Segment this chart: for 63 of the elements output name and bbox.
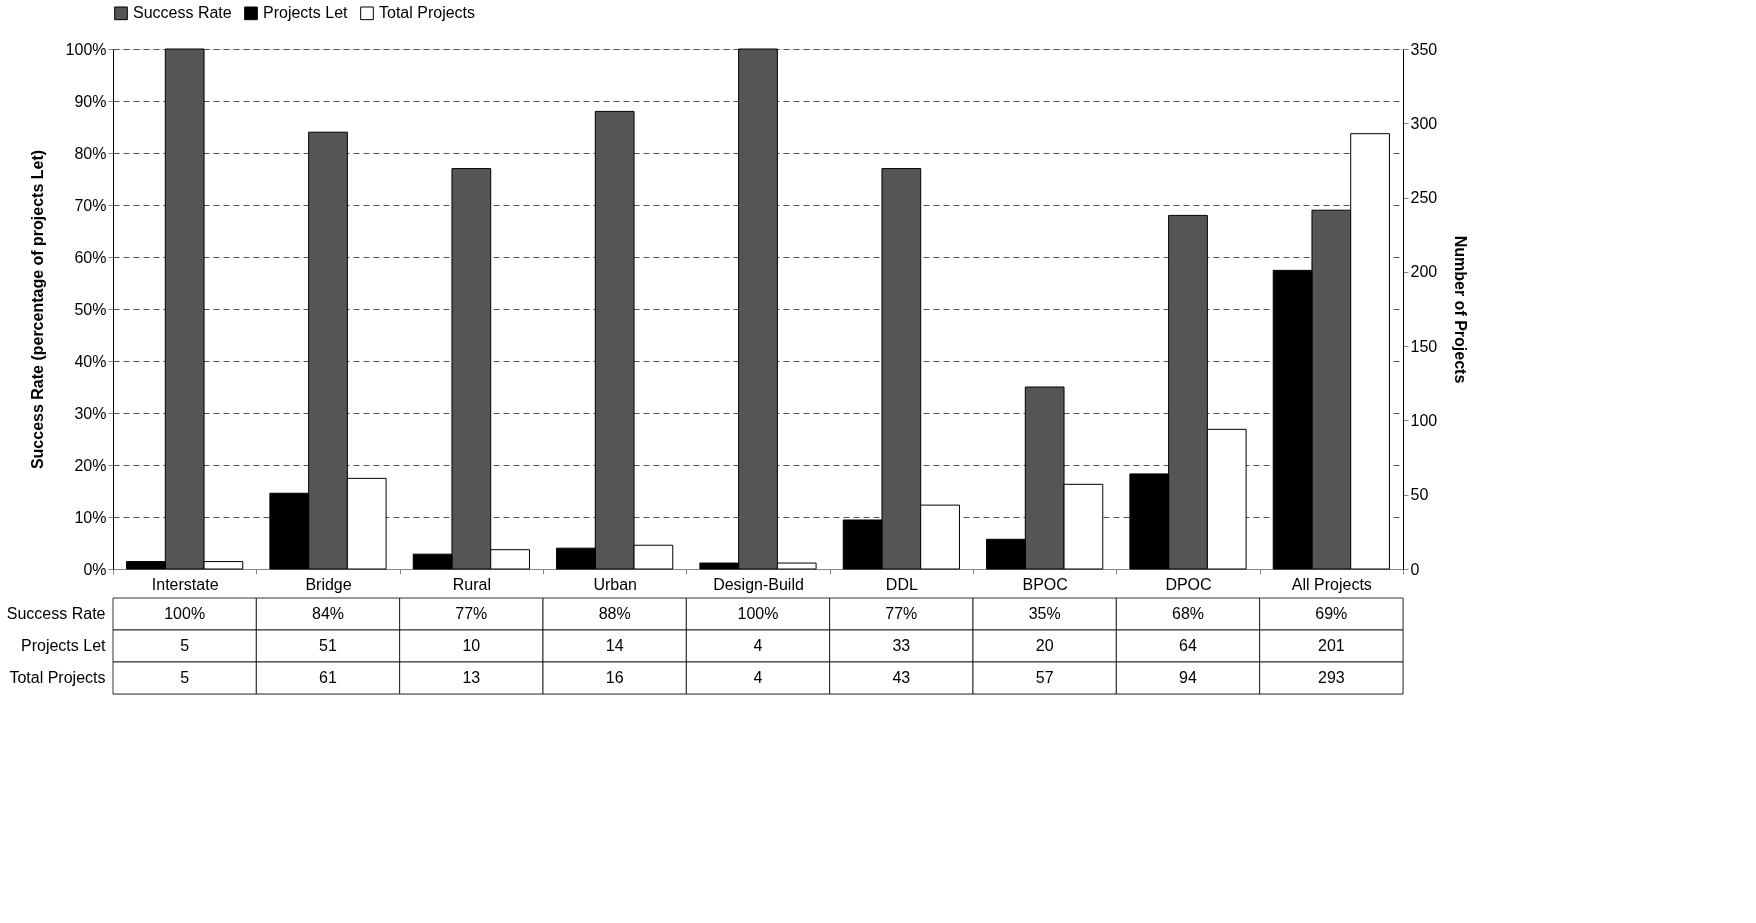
data-label: 77% — [885, 605, 918, 622]
x-tick-label: BPOC — [1022, 575, 1068, 593]
text: Success Rate — [6, 605, 106, 622]
data-label: 88% — [598, 605, 631, 622]
data-label: 10 — [462, 637, 481, 654]
text: Total Projects — [9, 669, 106, 686]
y2-tick-label: 250 — [1410, 189, 1438, 207]
text: Projects Let — [21, 637, 106, 654]
y-tick-label: 100% — [65, 40, 107, 58]
y-tick-label: 20% — [74, 456, 107, 474]
y2-tick-label: 200 — [1410, 263, 1438, 281]
data-label: 84% — [311, 605, 345, 622]
x-tick-label: DPOC — [1165, 575, 1212, 593]
data-label: 20 — [1035, 637, 1054, 654]
y2-tick-label: 50 — [1410, 486, 1429, 504]
y-tick-label: 40% — [74, 352, 107, 370]
legend-label: Projects Let — [263, 4, 349, 22]
data-label: 68% — [1171, 605, 1205, 622]
y2-axis-title: Number of Projects — [1452, 235, 1470, 384]
y-axis-title: Success Rate (percentage of projects Let) — [28, 149, 46, 470]
y-tick-label: 0% — [83, 560, 107, 578]
y2-tick-label: 300 — [1410, 114, 1438, 132]
data-label: 4 — [753, 669, 763, 686]
data-label: 61 — [319, 669, 337, 686]
y2-tick-label: 100 — [1410, 411, 1438, 429]
data-label: 16 — [605, 669, 624, 686]
x-tick-label: DDL — [885, 575, 918, 593]
y-tick-label: 60% — [74, 248, 107, 266]
y-tick-label: 30% — [74, 404, 107, 422]
data-label: 94 — [1179, 669, 1197, 686]
data-label: 35% — [1028, 605, 1061, 622]
y-tick-label: 50% — [74, 300, 107, 318]
legend-label: Total Projects — [379, 4, 476, 22]
data-label: 51 — [319, 637, 337, 654]
y2-tick-label: 150 — [1410, 337, 1438, 355]
data-label: 100% — [164, 605, 206, 622]
x-tick-label: Rural — [452, 575, 491, 593]
y-tick-label: 80% — [74, 144, 107, 162]
y2-tick-label: 350 — [1410, 40, 1438, 58]
x-tick-label: Interstate — [151, 575, 219, 593]
y-tick-label: 90% — [74, 92, 107, 110]
data-label: 69% — [1315, 605, 1348, 622]
data-label: 293 — [1317, 669, 1345, 686]
data-label: 33 — [892, 637, 911, 654]
legend-label: Success Rate — [133, 4, 232, 22]
data-label: 5 — [180, 669, 190, 686]
data-label: 13 — [462, 669, 481, 686]
data-label: 57 — [1035, 669, 1054, 686]
x-tick-label: Bridge — [305, 575, 352, 593]
y2-tick-label: 0 — [1410, 560, 1420, 578]
data-label: 43 — [892, 669, 911, 686]
x-tick-label: Design-Build — [713, 575, 804, 593]
data-label: 201 — [1317, 637, 1345, 654]
data-label: 5 — [180, 637, 190, 654]
data-label: 64 — [1179, 637, 1197, 654]
x-tick-label: Urban — [593, 575, 637, 593]
y-tick-label: 70% — [74, 196, 107, 214]
data-label: 100% — [737, 605, 779, 622]
x-tick-label: All Projects — [1291, 575, 1372, 593]
y-tick-label: 10% — [74, 508, 107, 526]
data-label: 4 — [753, 637, 763, 654]
data-label: 14 — [605, 637, 624, 654]
data-label: 77% — [455, 605, 488, 622]
